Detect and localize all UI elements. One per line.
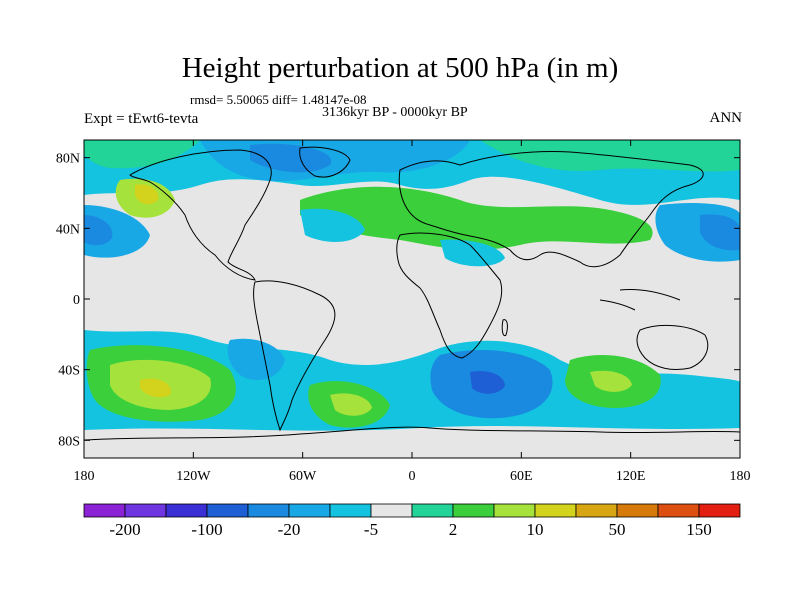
anomaly-antarctic-neutral (84, 426, 740, 458)
lon-tick-label: 180 (730, 469, 751, 484)
anomaly-north-core (250, 143, 332, 173)
anomaly-nh-mid-core (135, 184, 159, 205)
coast-australia (636, 325, 709, 371)
colorbar-swatch (452, 503, 495, 518)
anomaly-nh-mid-green (300, 186, 653, 250)
colorbar-swatch (698, 503, 741, 518)
colorbar-swatch (575, 503, 618, 518)
colorbar-label: -20 (278, 520, 301, 539)
coast-africa (396, 232, 503, 359)
lon-tick-label: 60W (289, 469, 317, 484)
colorbar-label: 10 (527, 520, 544, 539)
colorbar-label: 150 (686, 520, 712, 539)
lat-tick-label: 80N (56, 152, 80, 167)
coast-antarctica (84, 426, 740, 441)
colorbar-label: 2 (449, 520, 458, 539)
colorbar-label: -5 (364, 520, 378, 539)
coastlines (84, 146, 740, 441)
colorbar-swatch (247, 503, 290, 518)
colorbar-swatch (411, 503, 454, 518)
colorbar-swatch (288, 503, 331, 518)
lon-tick-label: 60E (510, 469, 533, 484)
colorbar-swatch (534, 503, 577, 518)
contour-field (84, 140, 740, 458)
latitude-axis: 80N 40N 0 40S 80S (56, 152, 740, 449)
map-title: Height perturbation at 500 hPa (in m) (181, 52, 619, 84)
anomaly-sh-core-west (140, 378, 171, 398)
lon-tick-label: 180 (74, 469, 95, 484)
longitude-axis: 180 120W 60W 0 60E 120E 180 (74, 140, 751, 484)
anomaly-mideast (440, 239, 505, 267)
anomaly-sh-blue-pacific-west (227, 338, 285, 380)
coast-madagascar (501, 319, 508, 337)
lat-tick-label: 0 (73, 293, 80, 308)
lon-tick-label: 0 (409, 469, 416, 484)
coast-north-america (129, 149, 272, 281)
anomaly-sh-blue-indian-core (470, 370, 505, 394)
colorbar-swatch (657, 503, 700, 518)
anomaly-atlantic-north (300, 208, 365, 242)
anomaly-pacific-west-core (84, 215, 113, 246)
colorbar-label: -100 (191, 520, 222, 539)
lon-tick-label: 120W (176, 469, 211, 484)
anomaly-arctic-green (84, 140, 200, 169)
stats-text: rmsd= 5.50065 diff= 1.48147e-08 (190, 92, 367, 107)
coast-indonesia (599, 289, 681, 311)
season-label: ANN (709, 110, 743, 126)
colorbar-label: -200 (109, 520, 140, 539)
lat-tick-label: 40S (58, 364, 80, 379)
colorbar-swatch (206, 503, 249, 518)
colorbar-swatch (493, 503, 536, 518)
lat-tick-label: 80S (58, 434, 80, 449)
coast-europe-asia (398, 151, 704, 268)
anomaly-sh-yellow-atlantic (330, 393, 372, 416)
colorbar-swatch (83, 503, 126, 518)
colorbar: -200 -100 -20 -5 2 10 50 150 (83, 503, 741, 539)
coast-south-america (253, 280, 336, 432)
colorbar-swatch (165, 503, 208, 518)
period-text: 3136kyr BP - 0000kyr BP (322, 105, 468, 120)
colorbar-swatch (124, 503, 167, 518)
lon-tick-label: 120E (616, 469, 646, 484)
anomaly-sh-yellow-australia (590, 370, 632, 392)
colorbar-label: 50 (609, 520, 626, 539)
coast-greenland (299, 146, 351, 178)
lat-tick-label: 40N (56, 222, 80, 237)
colorbar-swatch (616, 503, 659, 518)
colorbar-swatch (329, 503, 372, 518)
experiment-label: Expt = tEwt6-tevta (84, 111, 199, 127)
colorbar-swatch (370, 503, 413, 518)
anomaly-pacific-east-core (700, 214, 740, 251)
